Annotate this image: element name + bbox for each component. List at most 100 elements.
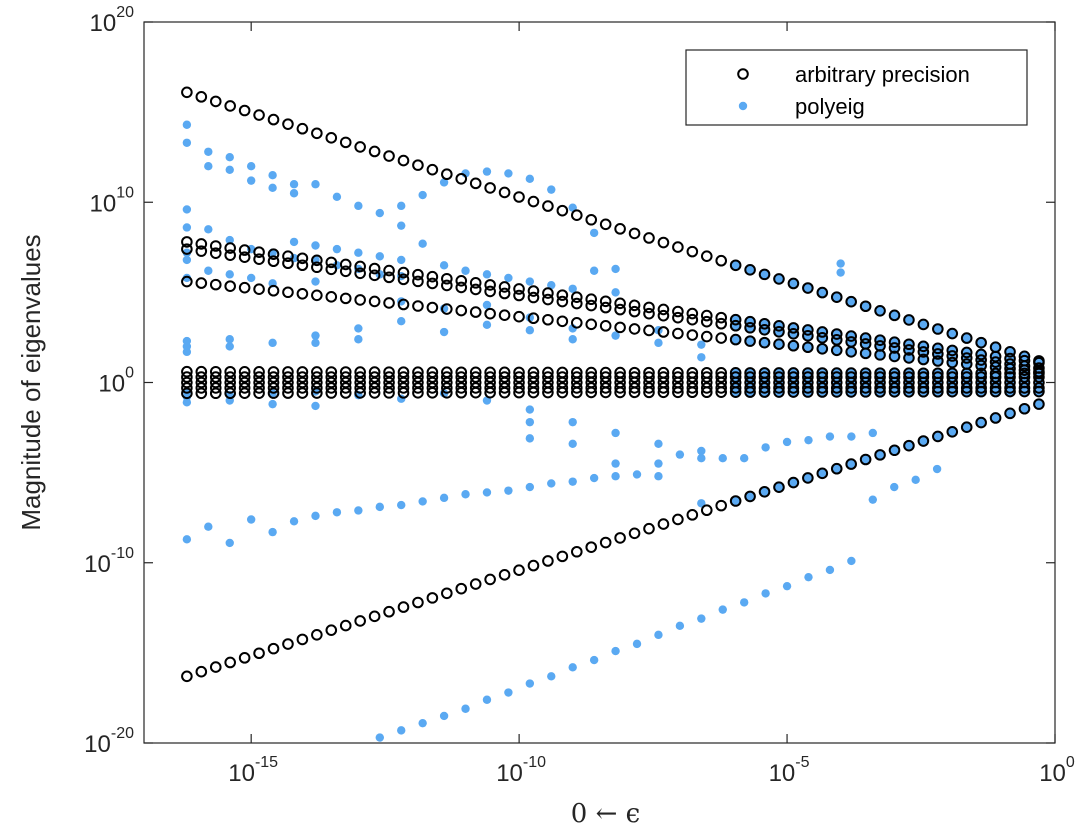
arbitrary-precision-point <box>296 122 309 135</box>
arbitrary-precision-point <box>874 349 886 361</box>
polyeig-point <box>832 346 841 355</box>
arbitrary-precision-point <box>195 387 208 400</box>
polyeig-point <box>847 432 856 441</box>
arbitrary-precision-point <box>744 315 756 328</box>
polyeig-point <box>890 482 899 492</box>
plot-area: 10-15 10-10 10-5 100 10-20 10-10 100 1010 1020 <box>84 4 1075 787</box>
x-tick-label: 100 <box>1039 754 1075 787</box>
arbitrary-precision-point <box>397 154 410 167</box>
arbitrary-precision-point <box>773 325 785 338</box>
polyeig-point <box>182 248 192 257</box>
arbitrary-precision-point <box>513 310 525 323</box>
arbitrary-precision-point <box>339 371 352 383</box>
arbitrary-precision-point <box>888 350 901 363</box>
arbitrary-precision-point <box>628 323 641 335</box>
arbitrary-precision-point <box>816 332 829 344</box>
arbitrary-precision-point <box>946 356 959 369</box>
y-axis-label: Magnitude of eigenvalues <box>16 234 46 530</box>
arbitrary-precision-point <box>513 283 525 295</box>
arbitrary-precision-point <box>989 371 1002 383</box>
polyeig-point <box>246 273 256 283</box>
arbitrary-precision-point <box>628 305 641 318</box>
polyeig-point <box>354 201 363 211</box>
arbitrary-precision-point <box>238 387 251 399</box>
polyeig-point <box>289 237 299 247</box>
arbitrary-precision-point <box>542 287 554 299</box>
arbitrary-precision-point <box>773 371 785 383</box>
polyeig-point <box>991 413 1000 423</box>
polyeig-point <box>332 508 342 517</box>
arbitrary-precision-point <box>700 382 713 394</box>
arbitrary-precision-point <box>570 371 583 383</box>
arbitrary-precision-point <box>224 371 236 383</box>
arbitrary-precision-point <box>599 301 612 314</box>
arbitrary-precision-point <box>859 347 872 360</box>
arbitrary-precision-point <box>426 277 439 290</box>
arbitrary-precision-point <box>181 86 193 99</box>
arbitrary-precision-point <box>917 353 930 366</box>
arbitrary-precision-point <box>542 371 554 383</box>
arbitrary-precision-point <box>311 261 323 274</box>
polyeig-point <box>904 353 914 363</box>
polyeig-point <box>718 454 727 463</box>
polyeig-point <box>654 439 663 448</box>
arbitrary-precision-point <box>614 321 626 334</box>
arbitrary-precision-point <box>903 382 915 394</box>
arbitrary-precision-point <box>946 350 959 362</box>
arbitrary-precision-point <box>469 578 482 590</box>
polyeig-point <box>204 147 213 156</box>
arbitrary-precision-point <box>455 382 468 394</box>
arbitrary-precision-point <box>267 255 280 268</box>
polyeig-point <box>289 517 299 526</box>
arbitrary-precision-point <box>368 387 381 399</box>
arbitrary-precision-point <box>715 371 728 383</box>
arbitrary-precision-point <box>339 258 352 271</box>
arbitrary-precision-point <box>715 499 728 512</box>
polyeig-point <box>461 169 470 178</box>
arbitrary-precision-point <box>989 385 1002 398</box>
arbitrary-precision-point <box>975 371 987 383</box>
arbitrary-precision-point <box>1018 402 1031 415</box>
arbitrary-precision-point <box>917 435 930 447</box>
arbitrary-precision-point <box>672 305 684 318</box>
arbitrary-precision-point <box>296 382 309 394</box>
polyeig-point <box>504 688 513 697</box>
arbitrary-precision-point <box>744 321 756 334</box>
arbitrary-precision-point <box>975 348 987 361</box>
arbitrary-precision-point <box>758 323 771 336</box>
arbitrary-precision-point <box>816 286 829 299</box>
polyeig-point <box>675 450 685 459</box>
polyeig-point <box>846 347 856 357</box>
arbitrary-precision-point <box>253 246 265 258</box>
arbitrary-precision-point <box>513 371 525 383</box>
arbitrary-precision-point <box>354 387 366 399</box>
arbitrary-precision-point <box>325 387 338 399</box>
arbitrary-precision-point <box>282 638 294 650</box>
arbitrary-precision-point <box>585 318 598 331</box>
polyeig-point <box>482 320 492 330</box>
arbitrary-precision-point <box>816 382 829 394</box>
polyeig-point <box>311 241 320 250</box>
arbitrary-precision-point <box>181 371 193 383</box>
polyeig-point <box>739 454 749 463</box>
arbitrary-precision-point <box>802 330 814 342</box>
arbitrary-precision-point <box>368 269 381 282</box>
polyeig-point <box>789 478 798 487</box>
polyeig-point <box>846 459 856 469</box>
x-tick-label: 10-10 <box>496 754 546 787</box>
arbitrary-precision-point <box>195 376 208 389</box>
arbitrary-precision-point <box>267 642 280 655</box>
arbitrary-precision-point <box>238 244 251 256</box>
arbitrary-precision-point <box>224 365 236 378</box>
polyeig-point <box>354 506 363 515</box>
polyeig-point <box>782 437 792 447</box>
arbitrary-precision-point <box>383 387 395 399</box>
polyeig-point <box>204 266 213 275</box>
arbitrary-precision-point <box>484 182 496 194</box>
polyeig-point <box>697 454 706 463</box>
arbitrary-precision-point <box>368 145 381 158</box>
arbitrary-precision-point <box>845 386 857 398</box>
polyeig-point <box>904 315 914 325</box>
polyeig-point <box>890 446 899 455</box>
arbitrary-precision-point <box>960 385 973 398</box>
